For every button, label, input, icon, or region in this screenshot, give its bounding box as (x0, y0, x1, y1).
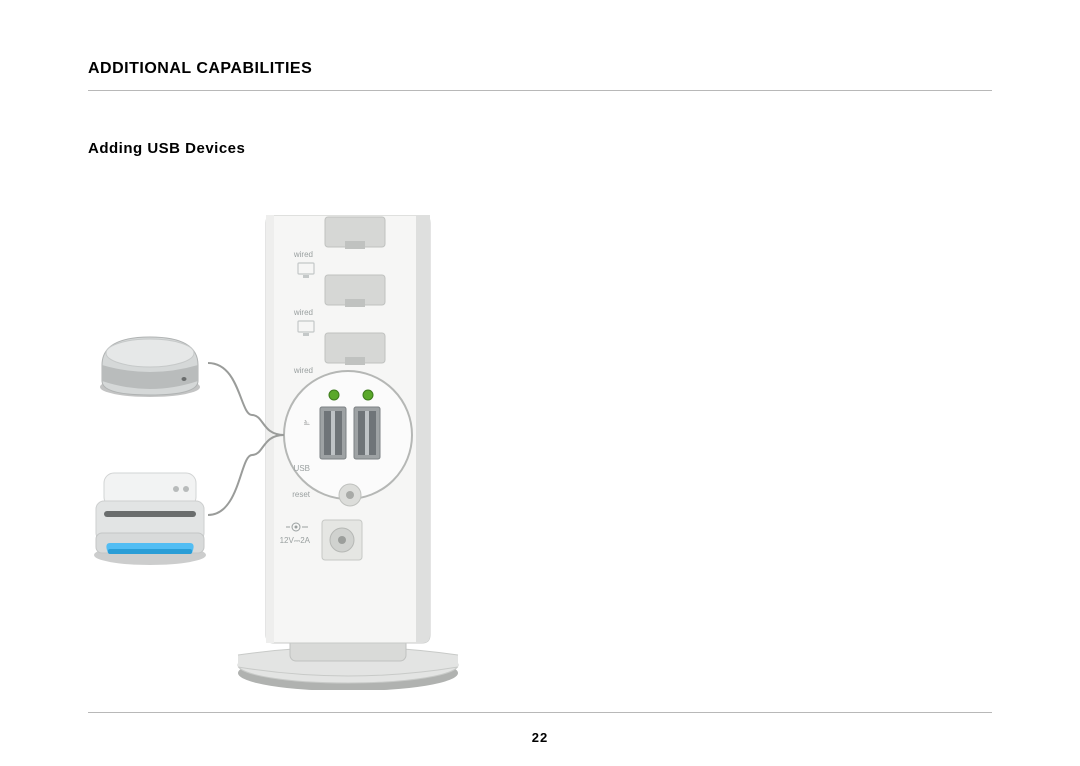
section-title: ADDITIONAL CAPABILITIES (88, 60, 312, 78)
figure: wired wired wired (90, 215, 510, 690)
port-label-2: wired (293, 308, 313, 317)
bottom-rule (88, 712, 992, 713)
usb-port-2 (354, 407, 380, 459)
usb-led-1 (329, 390, 339, 400)
top-rule (88, 90, 992, 91)
usb-highlight-circle (284, 371, 412, 499)
page-number: 22 (0, 730, 1080, 745)
port-label-3: wired (293, 366, 313, 375)
usb-led-2 (363, 390, 373, 400)
usb-port-1 (320, 407, 346, 459)
power-label: 12V⎓2A (280, 536, 311, 545)
usb-label: USB (294, 464, 310, 473)
external-hdd-icon (100, 337, 200, 397)
svg-text:⎁: ⎁ (304, 418, 310, 427)
printer-icon (94, 473, 206, 565)
port-label-1: wired (293, 250, 313, 259)
reset-label: reset (292, 490, 311, 499)
sub-title: Adding USB Devices (88, 140, 245, 157)
